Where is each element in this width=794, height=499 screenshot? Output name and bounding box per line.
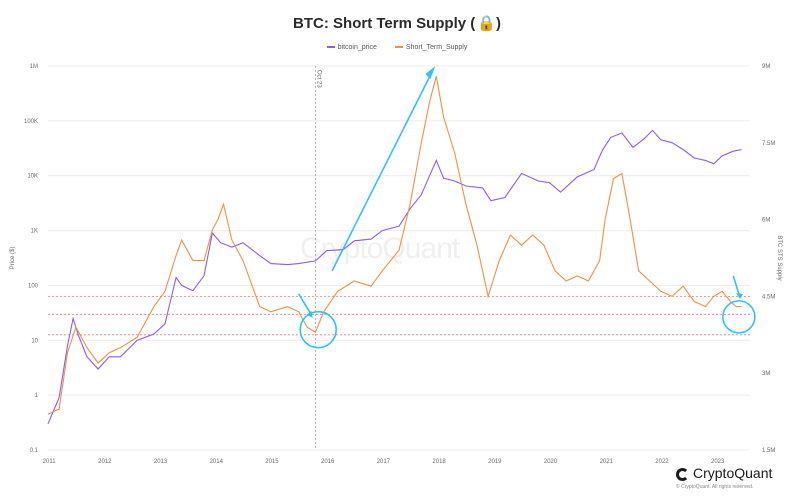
y2-tick-label: 7.5M bbox=[762, 141, 775, 147]
pointer-arrow bbox=[298, 293, 312, 315]
highlight-circle bbox=[299, 310, 338, 349]
y-tick-label: 10 bbox=[31, 338, 38, 344]
y-tick-label: 1M bbox=[30, 64, 38, 70]
y2-tick-label: 9M bbox=[762, 64, 770, 70]
x-tick-label: 2022 bbox=[655, 459, 669, 465]
y-tick-label: 10K bbox=[27, 174, 38, 180]
x-tick-label: 2023 bbox=[711, 459, 725, 465]
y2-tick-label: 6M bbox=[762, 218, 770, 224]
y2-tick-label: 1.5M bbox=[762, 448, 775, 454]
x-tick-label: 2018 bbox=[432, 459, 446, 465]
pointer-arrow-head bbox=[306, 310, 313, 318]
x-tick-label: 2012 bbox=[98, 459, 112, 465]
x-tick-label: 2014 bbox=[210, 459, 224, 465]
y2-axis-label: BTC STS Supply bbox=[776, 235, 782, 280]
series-line-sts bbox=[47, 76, 742, 415]
rights-text: © CryptoQuant. All rights reserved. bbox=[676, 484, 754, 490]
y-tick-label: 1 bbox=[35, 393, 39, 399]
y2-tick-label: 3M bbox=[762, 371, 770, 377]
pointer-arrow bbox=[732, 275, 740, 295]
x-tick-label: 2011 bbox=[43, 459, 57, 465]
highlight-circle bbox=[722, 300, 756, 334]
x-tick-label: 2016 bbox=[321, 459, 335, 465]
legend-swatch-sts bbox=[394, 46, 403, 49]
legend-item-price[interactable]: bitcoin_price bbox=[326, 44, 377, 51]
legend-label-price: bitcoin_price bbox=[337, 44, 377, 51]
lock-icon: 🔒 bbox=[477, 15, 496, 32]
legend-swatch-price bbox=[326, 46, 335, 49]
chart-title-text: BTC: Short Term Supply bbox=[293, 15, 467, 32]
trend-arrow-head bbox=[425, 66, 436, 80]
brand-name: CryptoQuant bbox=[693, 465, 773, 481]
x-tick-label: 2019 bbox=[488, 459, 502, 465]
legend-label-sts: Short_Term_Supply bbox=[405, 44, 468, 51]
series-line-price bbox=[47, 129, 742, 425]
x-tick-label: 2015 bbox=[265, 459, 279, 465]
x-tick-label: 2020 bbox=[544, 459, 558, 465]
x-tick-label: 2013 bbox=[154, 459, 168, 465]
y-tick-label: 1K bbox=[31, 229, 38, 235]
y2-tick-label: 4.5M bbox=[762, 294, 775, 300]
watermark: CryptoQuant bbox=[300, 232, 460, 265]
y-tick-label: 100K bbox=[24, 119, 38, 125]
trend-arrow bbox=[331, 70, 434, 272]
legend: bitcoin_price Short_Term_Supply bbox=[0, 44, 794, 51]
x-tick-label: 2021 bbox=[600, 459, 614, 465]
y-tick-label: 100 bbox=[28, 283, 39, 289]
annotation-label: Oct 23 bbox=[315, 70, 321, 88]
x-tick-label: 2017 bbox=[377, 459, 391, 465]
brand-logo: CryptoQuant bbox=[676, 465, 772, 481]
brand-logo-icon bbox=[676, 468, 689, 481]
chart-title: BTC: Short Term Supply (🔒) bbox=[293, 15, 501, 32]
pointer-arrow-head bbox=[735, 292, 743, 299]
legend-item-sts[interactable]: Short_Term_Supply bbox=[394, 44, 468, 51]
y-tick-label: 0.1 bbox=[30, 448, 39, 454]
y-axis-label: Price ($) bbox=[10, 247, 16, 270]
